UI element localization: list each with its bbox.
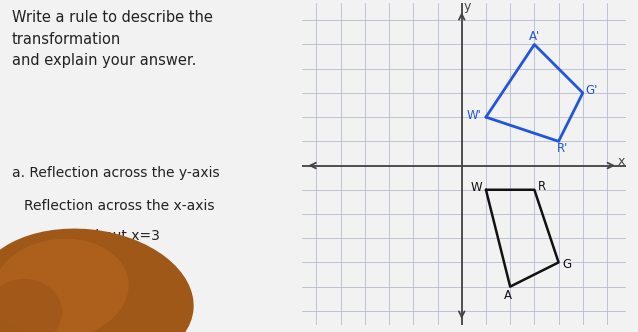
Ellipse shape [0, 279, 62, 332]
Text: ction about x=3: ction about x=3 [48, 229, 160, 243]
Text: W: W [470, 181, 482, 194]
Text: A: A [504, 289, 512, 301]
Text: R': R' [556, 142, 568, 155]
Text: lon at y=1: lon at y=1 [67, 259, 140, 273]
Text: G': G' [585, 84, 597, 97]
Text: A': A' [529, 30, 540, 42]
Ellipse shape [0, 228, 194, 332]
Text: a. Reflection across the y-axis: a. Reflection across the y-axis [12, 166, 219, 180]
Text: Reflection across the x-axis: Reflection across the x-axis [24, 199, 215, 213]
Text: W': W' [466, 110, 481, 123]
Text: Write a rule to describe the
transformation
and explain your answer.: Write a rule to describe the transformat… [12, 10, 213, 68]
Ellipse shape [0, 239, 129, 332]
Text: x: x [618, 155, 625, 168]
Text: G: G [563, 258, 572, 271]
Text: R: R [538, 180, 545, 193]
Text: y: y [464, 0, 471, 14]
